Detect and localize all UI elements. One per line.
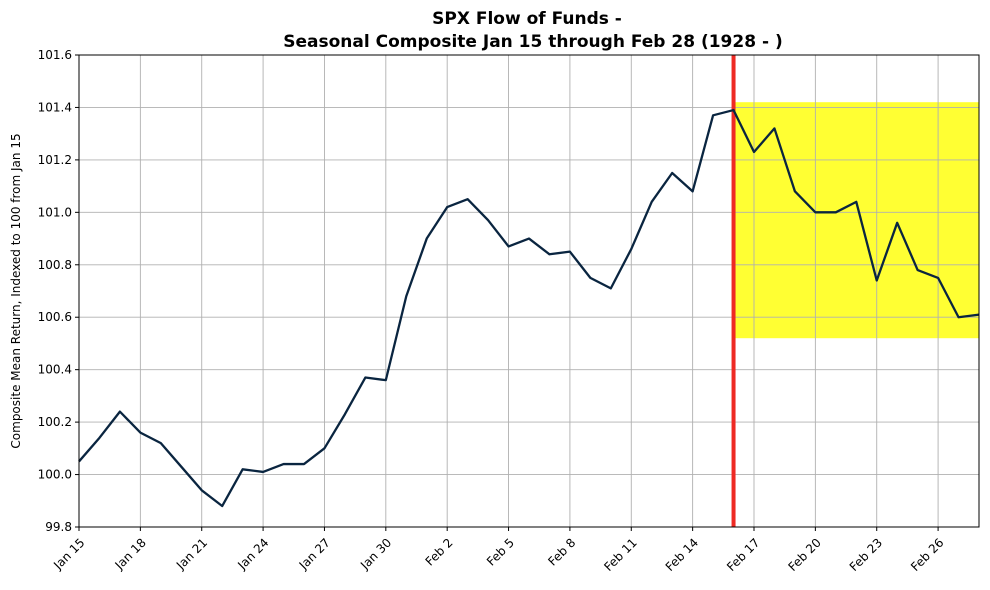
y-tick-label: 100.8 (38, 258, 72, 272)
highlight-region (733, 102, 979, 339)
chart-title-line1: SPX Flow of Funds - (432, 9, 622, 29)
x-tick-label: Feb 23 (847, 536, 885, 574)
y-tick-label: 101.2 (38, 153, 72, 167)
y-tick-label: 100.2 (38, 415, 72, 429)
chart-title-line2: Seasonal Composite Jan 15 through Feb 28… (283, 32, 782, 52)
x-tick-label: Feb 8 (545, 536, 578, 569)
x-tick-label: Feb 5 (484, 536, 517, 569)
x-tick-label: Jan 30 (357, 536, 394, 573)
y-tick-label: 101.4 (38, 100, 72, 114)
x-tick-label: Feb 14 (663, 536, 701, 574)
y-axis-label: Composite Mean Return, Indexed to 100 fr… (9, 133, 23, 448)
grid (78, 54, 979, 528)
y-tick-label: 100.0 (38, 468, 72, 482)
x-tick-label: Feb 11 (601, 536, 639, 574)
plot-frame (78, 54, 980, 528)
y-tick-label: 100.4 (38, 363, 72, 377)
x-axis: Jan 15 Jan 18 Jan 21 Jan 24 Jan 27 Jan 30 Feb … (50, 527, 947, 574)
x-tick-label: Jan 27 (296, 536, 333, 573)
y-axis: 99.8 100.0 100.2 100.4 100.6 100.8 101.0 101.2 1… (38, 48, 79, 534)
x-tick-label: Feb 20 (785, 536, 823, 574)
y-tick-label: 99.8 (45, 520, 72, 534)
y-tick-label: 101.6 (38, 48, 72, 62)
x-tick-label: Jan 24 (234, 536, 271, 573)
x-tick-label: Feb 17 (724, 536, 762, 574)
x-tick-label: Jan 15 (50, 536, 87, 573)
series-line-composite (78, 108, 980, 508)
y-tick-label: 100.6 (38, 310, 72, 324)
x-tick-label: Feb 2 (423, 536, 456, 569)
x-tick-label: Jan 18 (112, 536, 149, 573)
y-tick-label: 101.0 (38, 205, 72, 219)
x-tick-label: Jan 21 (173, 536, 210, 573)
x-tick-label: Feb 26 (908, 536, 946, 574)
